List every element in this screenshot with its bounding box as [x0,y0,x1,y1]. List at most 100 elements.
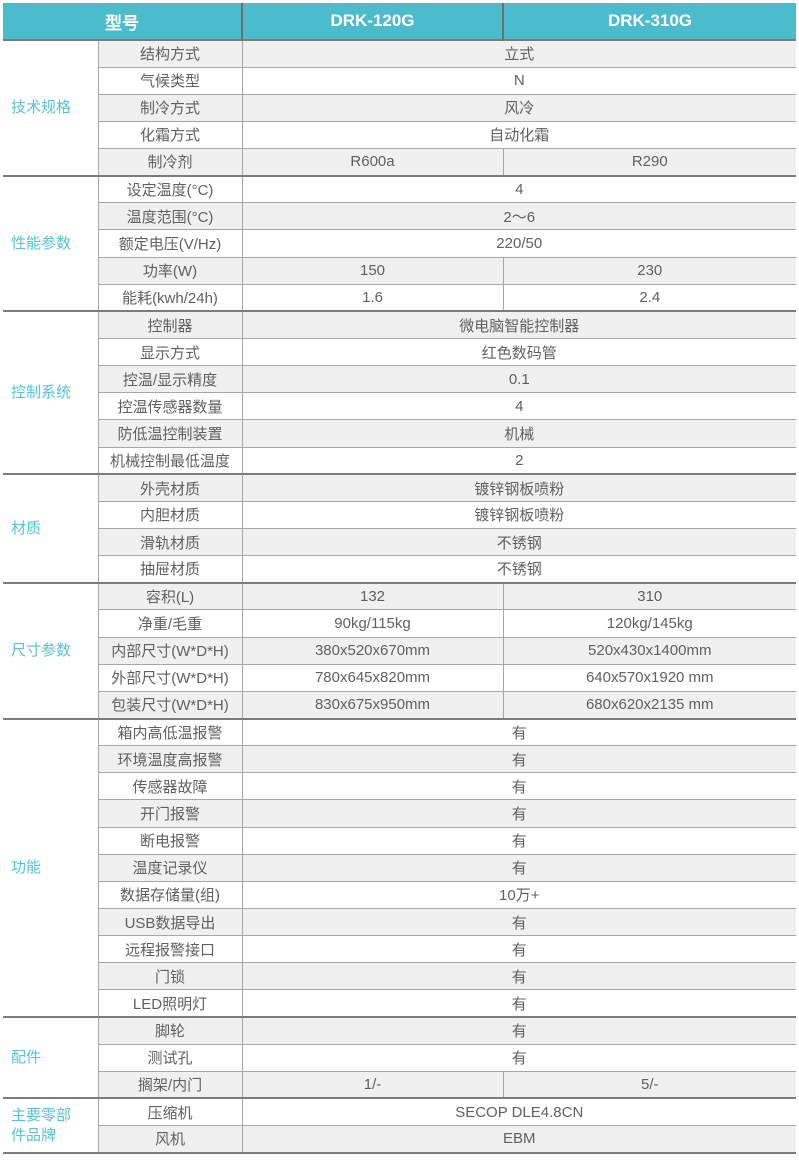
spec-label: 门锁 [97,962,243,991]
spec-row: 外部尺寸(W*D*H) 780x645x820mm 640x570x1920 m… [3,663,796,692]
spec-value-drk-310g: 680x620x2135 mm [502,690,796,720]
category-technical-specs: 技术规格 [3,40,99,176]
spec-value: 自动化霜 [241,120,796,150]
header-row: 型号 DRK-120G DRK-310G [3,3,796,40]
spec-label: 容积(L) [97,582,243,611]
spec-value: EBM [241,1125,796,1154]
spec-value: 220/50 [241,229,796,258]
spec-label: 制冷剂 [97,148,243,177]
spec-label: 显示方式 [97,338,243,367]
spec-label: 净重/毛重 [97,609,243,638]
spec-row: 数据存储量(组) 10万+ [3,880,796,910]
spec-row: 控制系统 控制器 微电脑智能控制器 [3,310,796,475]
spec-value: 2～6 [241,202,796,231]
spec-row: 技术规格 结构方式 立式 [3,39,796,176]
spec-value: 有 [241,718,796,747]
spec-value: SECOP DLE4.8CN [241,1097,796,1127]
spec-label: 测试孔 [97,1043,243,1072]
spec-value: 0.1 [241,365,796,394]
spec-value: 有 [241,907,796,937]
spec-label: LED照明灯 [97,989,243,1018]
spec-row: 机械控制最低温度 2 [3,446,796,475]
spec-value: N [241,66,796,95]
spec-value: 红色数码管 [241,338,796,367]
spec-row: 内胆材质 镀锌钢板喷粉 [3,500,796,530]
spec-label: 控温/显示精度 [97,365,243,394]
spec-row: 包装尺寸(W*D*H) 830x675x950mm 680x620x2135 m… [3,690,796,720]
spec-row: 功率(W) 150 230 [3,256,796,285]
spec-value: 立式 [241,39,796,68]
spec-row: 制冷方式 风冷 [3,93,796,122]
spec-value-drk-120g: R600a [241,148,504,177]
spec-row: 防低温控制装置 机械 [3,419,796,448]
spec-value: 有 [241,826,796,855]
spec-row: 风机 EBM [3,1125,796,1154]
model-header-label: 型号 [3,3,242,40]
section-performance-params: 性能参数 设定温度(°C) 4 温度范围(°C) 2～6 额定电压(V/Hz) … [3,175,796,312]
spec-row: 测试孔 有 [3,1043,796,1072]
spec-value-drk-310g: 2.4 [502,283,796,312]
spec-value-drk-310g: 520x430x1400mm [502,636,796,665]
spec-label: 防低温控制装置 [97,419,243,448]
spec-row: 额定电压(V/Hz) 220/50 [3,229,796,258]
spec-value: 有 [241,1016,796,1045]
spec-label: 远程报警接口 [97,935,243,964]
spec-row: 能耗(kwh/24h) 1.6 2.4 [3,283,796,312]
spec-label: 搁架/内门 [97,1070,243,1099]
spec-value: 有 [241,853,796,882]
category-control-system: 控制系统 [3,311,99,475]
spec-label: 滑轨材质 [97,528,243,557]
spec-label: 气候类型 [97,66,243,95]
spec-value: 有 [241,989,796,1018]
spec-value: 不锈钢 [241,528,796,557]
spec-label: 箱内高低温报警 [97,718,243,747]
spec-row: 远程报警接口 有 [3,935,796,964]
spec-label: USB数据导出 [97,907,243,937]
spec-value: 有 [241,745,796,774]
spec-value: 2 [241,446,796,475]
spec-label: 包装尺寸(W*D*H) [97,690,243,720]
category-materials: 材质 [3,474,99,583]
spec-value: 4 [241,175,796,204]
spec-row: 内部尺寸(W*D*H) 380x520x670mm 520x430x1400mm [3,636,796,665]
spec-label: 开门报警 [97,799,243,828]
spec-label: 能耗(kwh/24h) [97,283,243,312]
spec-row: 控温传感器数量 4 [3,392,796,421]
spec-value: 镀锌钢板喷粉 [241,500,796,530]
spec-value: 10万+ [241,880,796,910]
spec-value-drk-310g: R290 [502,148,796,177]
spec-value: 微电脑智能控制器 [241,310,796,340]
spec-label: 风机 [97,1125,243,1154]
spec-value: 不锈钢 [241,555,796,584]
spec-row: 控温/显示精度 0.1 [3,365,796,394]
spec-value-drk-120g: 380x520x670mm [241,636,504,665]
spec-value-drk-120g: 830x675x950mm [241,690,504,720]
spec-value-drk-120g: 132 [241,582,504,611]
section-dimension-params: 尺寸参数 容积(L) 132 310 净重/毛重 90kg/115kg 120k… [3,582,796,720]
spec-label: 内部尺寸(W*D*H) [97,636,243,665]
spec-table: 型号 DRK-120G DRK-310G 技术规格 结构方式 立式 气候类型 N… [3,3,796,1154]
spec-row: 搁架/内门 1/- 5/- [3,1070,796,1099]
spec-value-drk-120g: 780x645x820mm [241,663,504,692]
spec-row: 抽屉材质 不锈钢 [3,555,796,584]
spec-value: 有 [241,772,796,801]
spec-row: 主要零部件品牌 压缩机 SECOP DLE4.8CN [3,1097,796,1153]
spec-label: 压缩机 [97,1097,243,1127]
spec-row: 尺寸参数 容积(L) 132 310 [3,582,796,719]
spec-value: 镀锌钢板喷粉 [241,473,796,502]
spec-row: 环境温度高报警 有 [3,745,796,774]
model-header-drk-310g: DRK-310G [502,3,796,40]
spec-row: 净重/毛重 90kg/115kg 120kg/145kg [3,609,796,638]
section-technical-specs: 技术规格 结构方式 立式 气候类型 N 制冷方式 风冷 化霜方式 自动化霜 制冷… [3,39,796,177]
spec-value-drk-120g: 150 [241,256,504,285]
spec-value-drk-310g: 120kg/145kg [502,609,796,638]
category-accessories: 配件 [3,1017,99,1099]
spec-label: 外壳材质 [97,473,243,502]
section-main-component-brands: 主要零部件品牌 压缩机 SECOP DLE4.8CN 风机 EBM [3,1097,796,1154]
model-header-drk-120g: DRK-120G [241,3,503,40]
spec-label: 化霜方式 [97,120,243,150]
spec-row: 性能参数 设定温度(°C) 4 [3,175,796,312]
spec-label: 结构方式 [97,39,243,68]
spec-value-drk-120g: 1.6 [241,283,504,312]
